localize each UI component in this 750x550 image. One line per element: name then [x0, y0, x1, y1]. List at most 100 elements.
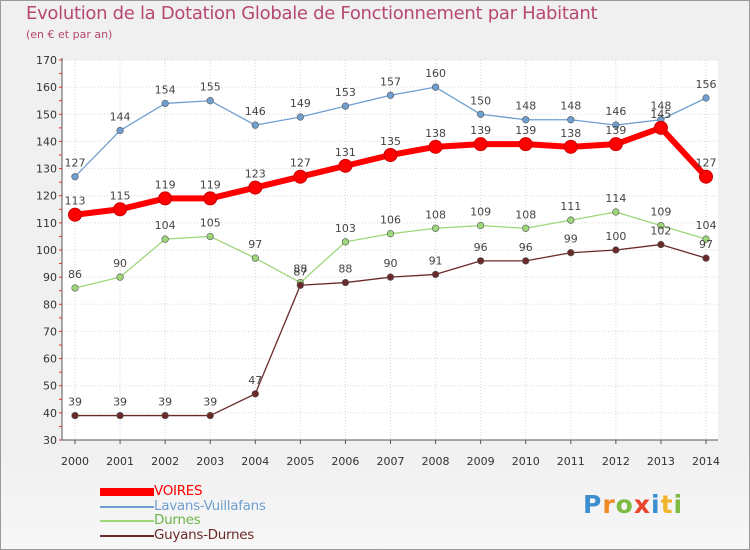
legend-label: Lavans-Vuillafans: [154, 497, 266, 514]
logo-letter: i: [673, 490, 684, 519]
data-point: [612, 208, 620, 216]
data-point: [116, 273, 124, 281]
data-label: 47: [248, 374, 262, 387]
x-tick-label: 2012: [602, 455, 630, 468]
data-point: [477, 110, 485, 118]
data-label: 148: [560, 100, 581, 113]
data-label: 91: [429, 254, 443, 267]
y-tick-label: 140: [36, 135, 57, 148]
legend-swatch: [100, 534, 154, 537]
y-tick-label: 100: [36, 244, 57, 257]
data-label: 96: [519, 241, 533, 254]
data-label: 156: [696, 78, 717, 91]
data-point: [522, 116, 530, 124]
data-label: 39: [68, 396, 82, 409]
data-label: 127: [290, 157, 311, 170]
x-tick-label: 2003: [196, 455, 224, 468]
data-label: 119: [200, 178, 221, 191]
data-label: 160: [425, 67, 446, 80]
data-label: 148: [515, 100, 536, 113]
data-point: [68, 207, 82, 222]
data-point: [386, 230, 395, 238]
logo-letter: o: [615, 490, 634, 519]
data-label: 113: [65, 195, 86, 208]
x-tick-label: 2001: [106, 455, 134, 468]
data-point: [608, 137, 623, 152]
data-label: 150: [470, 94, 491, 107]
data-point: [383, 148, 398, 162]
data-label: 103: [335, 222, 356, 235]
data-label: 102: [650, 225, 671, 238]
data-point: [293, 169, 308, 184]
y-tick-label: 150: [36, 108, 57, 121]
y-tick-label: 170: [36, 54, 57, 67]
data-label: 149: [290, 97, 311, 110]
data-point: [71, 173, 79, 181]
data-label: 104: [155, 219, 176, 232]
chart-subtitle: (en € et par an): [26, 28, 113, 41]
logo-letter: P: [583, 490, 603, 519]
data-label: 87: [293, 265, 307, 278]
data-label: 144: [110, 111, 131, 124]
data-point: [431, 224, 440, 232]
chart-title: Evolution de la Dotation Globale de Fonc…: [26, 3, 598, 24]
data-label: 39: [158, 396, 172, 409]
data-label: 105: [200, 216, 221, 229]
data-label: 114: [605, 192, 626, 205]
data-label: 154: [155, 83, 176, 96]
x-tick-label: 2007: [377, 455, 405, 468]
data-label: 90: [384, 257, 398, 270]
data-label: 90: [113, 257, 127, 270]
logo-letter: x: [633, 490, 651, 519]
data-label: 146: [605, 105, 626, 118]
x-tick-label: 2013: [647, 455, 675, 468]
legend-label: Guyans-Durnes: [154, 526, 255, 543]
data-point: [203, 191, 218, 206]
x-tick-label: 2006: [331, 455, 359, 468]
data-label: 39: [203, 396, 217, 409]
y-tick-label: 90: [43, 271, 57, 284]
y-tick-label: 130: [36, 163, 57, 176]
data-point: [702, 94, 710, 102]
data-label: 96: [474, 241, 488, 254]
data-point: [518, 137, 533, 152]
data-label: 104: [696, 219, 717, 232]
x-tick-label: 2008: [422, 455, 450, 468]
x-tick-label: 2010: [512, 455, 540, 468]
data-point: [567, 116, 575, 124]
data-point: [158, 191, 173, 206]
data-label: 138: [560, 127, 581, 140]
data-point: [702, 254, 710, 262]
data-point: [161, 411, 169, 420]
data-label: 138: [425, 127, 446, 140]
data-point: [612, 246, 620, 254]
data-point: [116, 126, 124, 135]
data-point: [702, 235, 710, 243]
data-label: 109: [650, 206, 671, 219]
data-label: 97: [248, 238, 262, 251]
data-label: 109: [470, 206, 491, 219]
data-point: [113, 202, 128, 217]
data-label: 127: [696, 157, 717, 170]
data-label: 127: [65, 157, 86, 170]
data-label: 106: [380, 214, 401, 227]
x-tick-label: 2002: [151, 455, 179, 468]
data-point: [206, 232, 214, 241]
data-point: [522, 257, 530, 265]
y-tick-label: 50: [43, 380, 57, 393]
data-label: 108: [515, 208, 536, 221]
logo-letter: i: [651, 490, 661, 519]
data-label: 139: [470, 124, 491, 137]
x-tick-label: 2009: [467, 455, 495, 468]
data-point: [341, 238, 350, 246]
y-tick-label: 80: [43, 298, 57, 311]
data-point: [71, 411, 79, 420]
data-label: 108: [425, 208, 446, 221]
data-point: [248, 180, 263, 195]
data-point: [296, 113, 304, 121]
data-label: 39: [113, 396, 127, 409]
data-point: [206, 97, 214, 105]
data-label: 139: [605, 124, 626, 137]
y-tick-label: 40: [43, 407, 57, 420]
data-point: [428, 139, 443, 154]
